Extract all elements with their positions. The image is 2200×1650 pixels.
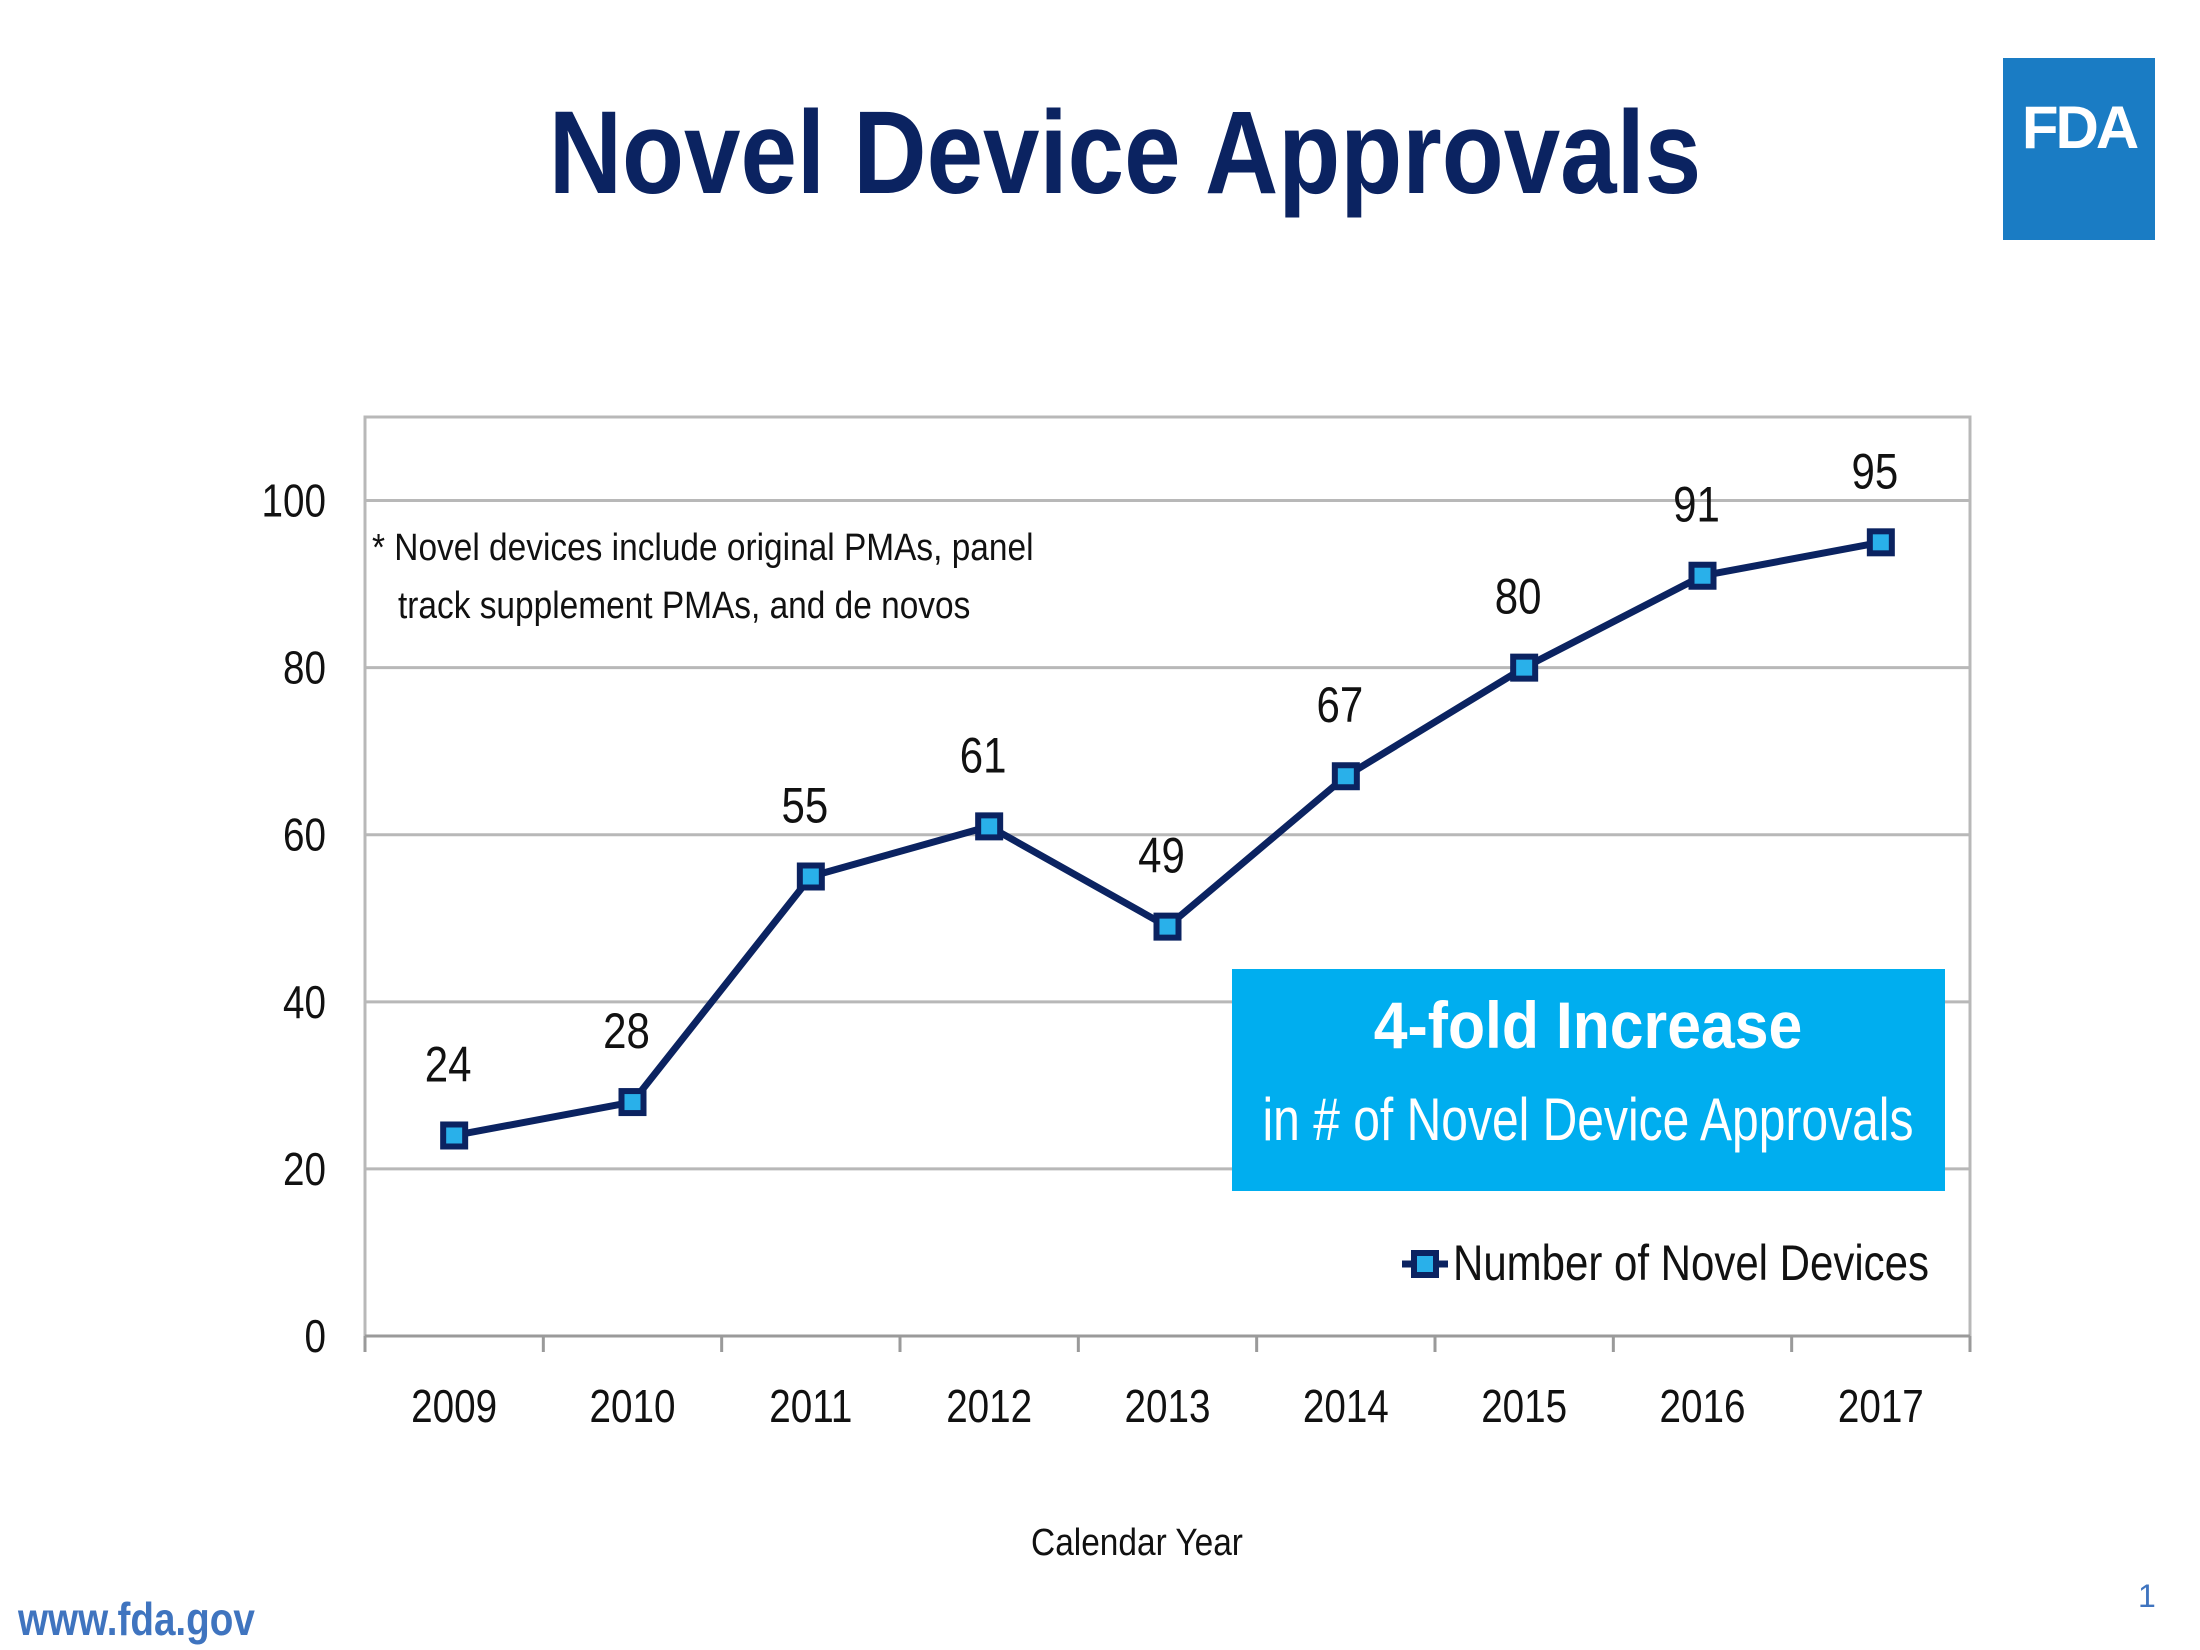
data-point-marker [1688, 561, 1717, 590]
y-tick-label: 0 [305, 1311, 326, 1362]
data-label: 28 [603, 1003, 650, 1059]
page-title: Novel Device Approvals [548, 87, 1702, 219]
data-point-marker [1153, 912, 1182, 941]
data-label: 55 [781, 777, 828, 833]
callout-background [1232, 969, 1945, 1191]
x-tick-label: 2011 [769, 1381, 852, 1432]
data-point-marker [440, 1121, 469, 1150]
data-label: 24 [425, 1036, 472, 1092]
callout-subline: in # of Novel Device Approvals [1263, 1086, 1914, 1153]
chart-legend: Number of Novel Devices [1402, 1235, 1929, 1291]
fda-logo: FDA [2003, 58, 2155, 240]
data-label: 49 [1138, 827, 1185, 883]
data-point-marker [1331, 762, 1360, 791]
y-tick-label: 80 [283, 642, 326, 693]
data-label: 80 [1495, 568, 1542, 624]
x-tick-label: 2012 [946, 1381, 1032, 1432]
x-tick-label: 2009 [411, 1381, 497, 1432]
x-tick-label: 2015 [1481, 1381, 1567, 1432]
data-point-marker [618, 1088, 647, 1117]
y-tick-label: 40 [283, 977, 326, 1028]
data-label: 67 [1316, 677, 1363, 733]
chart-axes: 0 20 40 60 80 100 2009 2010 2011 2012 2013 2014 2015… [262, 475, 1972, 1432]
x-tick-label: 2014 [1303, 1381, 1389, 1432]
data-point-marker [975, 812, 1004, 841]
data-point-marker [796, 862, 825, 891]
y-tick-label: 20 [283, 1144, 326, 1195]
x-tick-label: 2017 [1838, 1381, 1924, 1432]
legend-marker-swatch [1411, 1250, 1439, 1278]
y-tick-label: 100 [262, 475, 326, 526]
legend-label: Number of Novel Devices [1453, 1235, 1929, 1291]
chart-series [440, 528, 1895, 1150]
x-tick-label: 2013 [1125, 1381, 1211, 1432]
chart-note-line-2: track supplement PMAs, and de novos [398, 584, 970, 626]
data-point-marker [1866, 528, 1895, 557]
callout-box: 4-fold Increase in # of Novel Device App… [1232, 969, 1945, 1191]
y-tick-label: 60 [283, 810, 326, 861]
x-axis-title: Calendar Year [1031, 1521, 1243, 1563]
callout-headline: 4-fold Increase [1374, 990, 1803, 1063]
data-point-marker [1510, 653, 1539, 682]
chart-note-line-1: * Novel devices include original PMAs, p… [372, 526, 1034, 568]
data-label: 95 [1851, 443, 1898, 499]
x-tick-label: 2016 [1660, 1381, 1746, 1432]
data-label: 61 [960, 727, 1007, 783]
data-label: 91 [1673, 476, 1720, 532]
page-number: 1 [2138, 1578, 2156, 1614]
footer-url: www.fda.gov [18, 1593, 255, 1645]
chart-data-labels: 24 28 55 61 49 67 80 91 95 [425, 443, 1898, 1092]
x-tick-label: 2010 [590, 1381, 676, 1432]
